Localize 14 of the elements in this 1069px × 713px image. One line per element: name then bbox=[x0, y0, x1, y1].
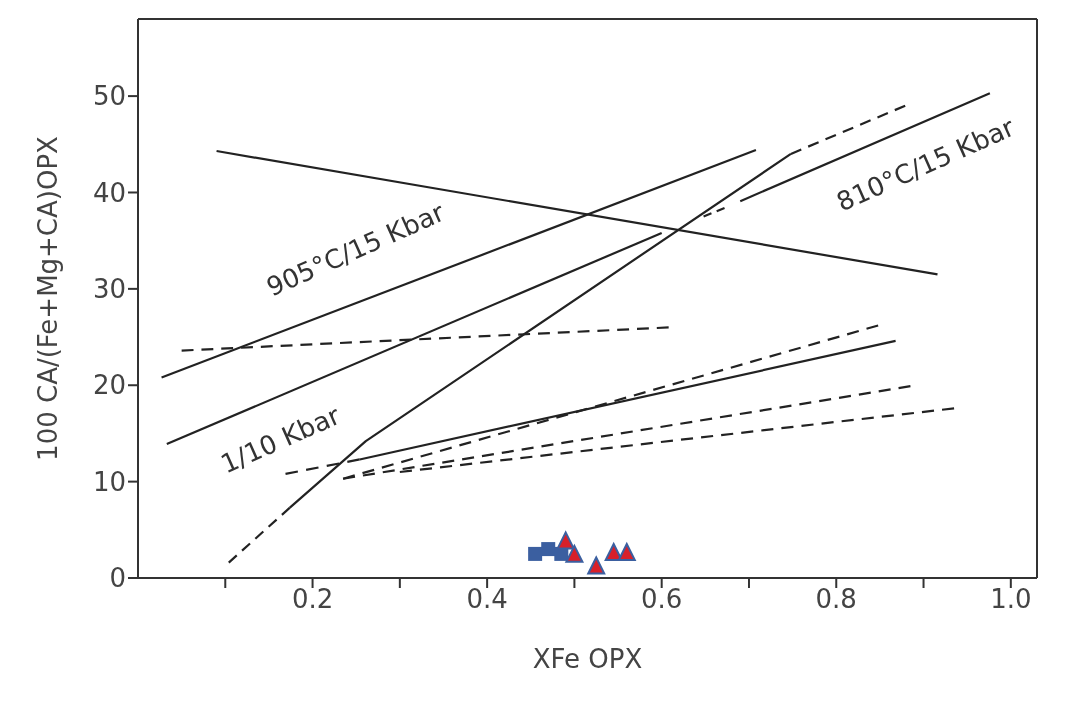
y-tick-label: 40 bbox=[92, 177, 126, 208]
y-tick-label: 0 bbox=[109, 563, 126, 594]
x-axis-title: XFe OPX bbox=[532, 644, 643, 674]
y-tick-label: 30 bbox=[92, 274, 126, 305]
x-tick-label: 0.4 bbox=[466, 584, 508, 615]
annotation: 1/10 Kbar bbox=[216, 400, 345, 480]
y-tick-label: 20 bbox=[92, 370, 126, 401]
x-tick-label: 1.0 bbox=[990, 584, 1032, 615]
x-tick-label: 0.8 bbox=[815, 584, 857, 615]
x-tick-label: 0.6 bbox=[641, 584, 683, 615]
y-tick-label: 50 bbox=[92, 81, 126, 112]
y-tick-label: 10 bbox=[92, 466, 126, 497]
x-tick-label: 0.2 bbox=[291, 584, 334, 615]
y-axis-title: 100 CA/(Fe+Mg+CA)OPX bbox=[33, 136, 64, 461]
